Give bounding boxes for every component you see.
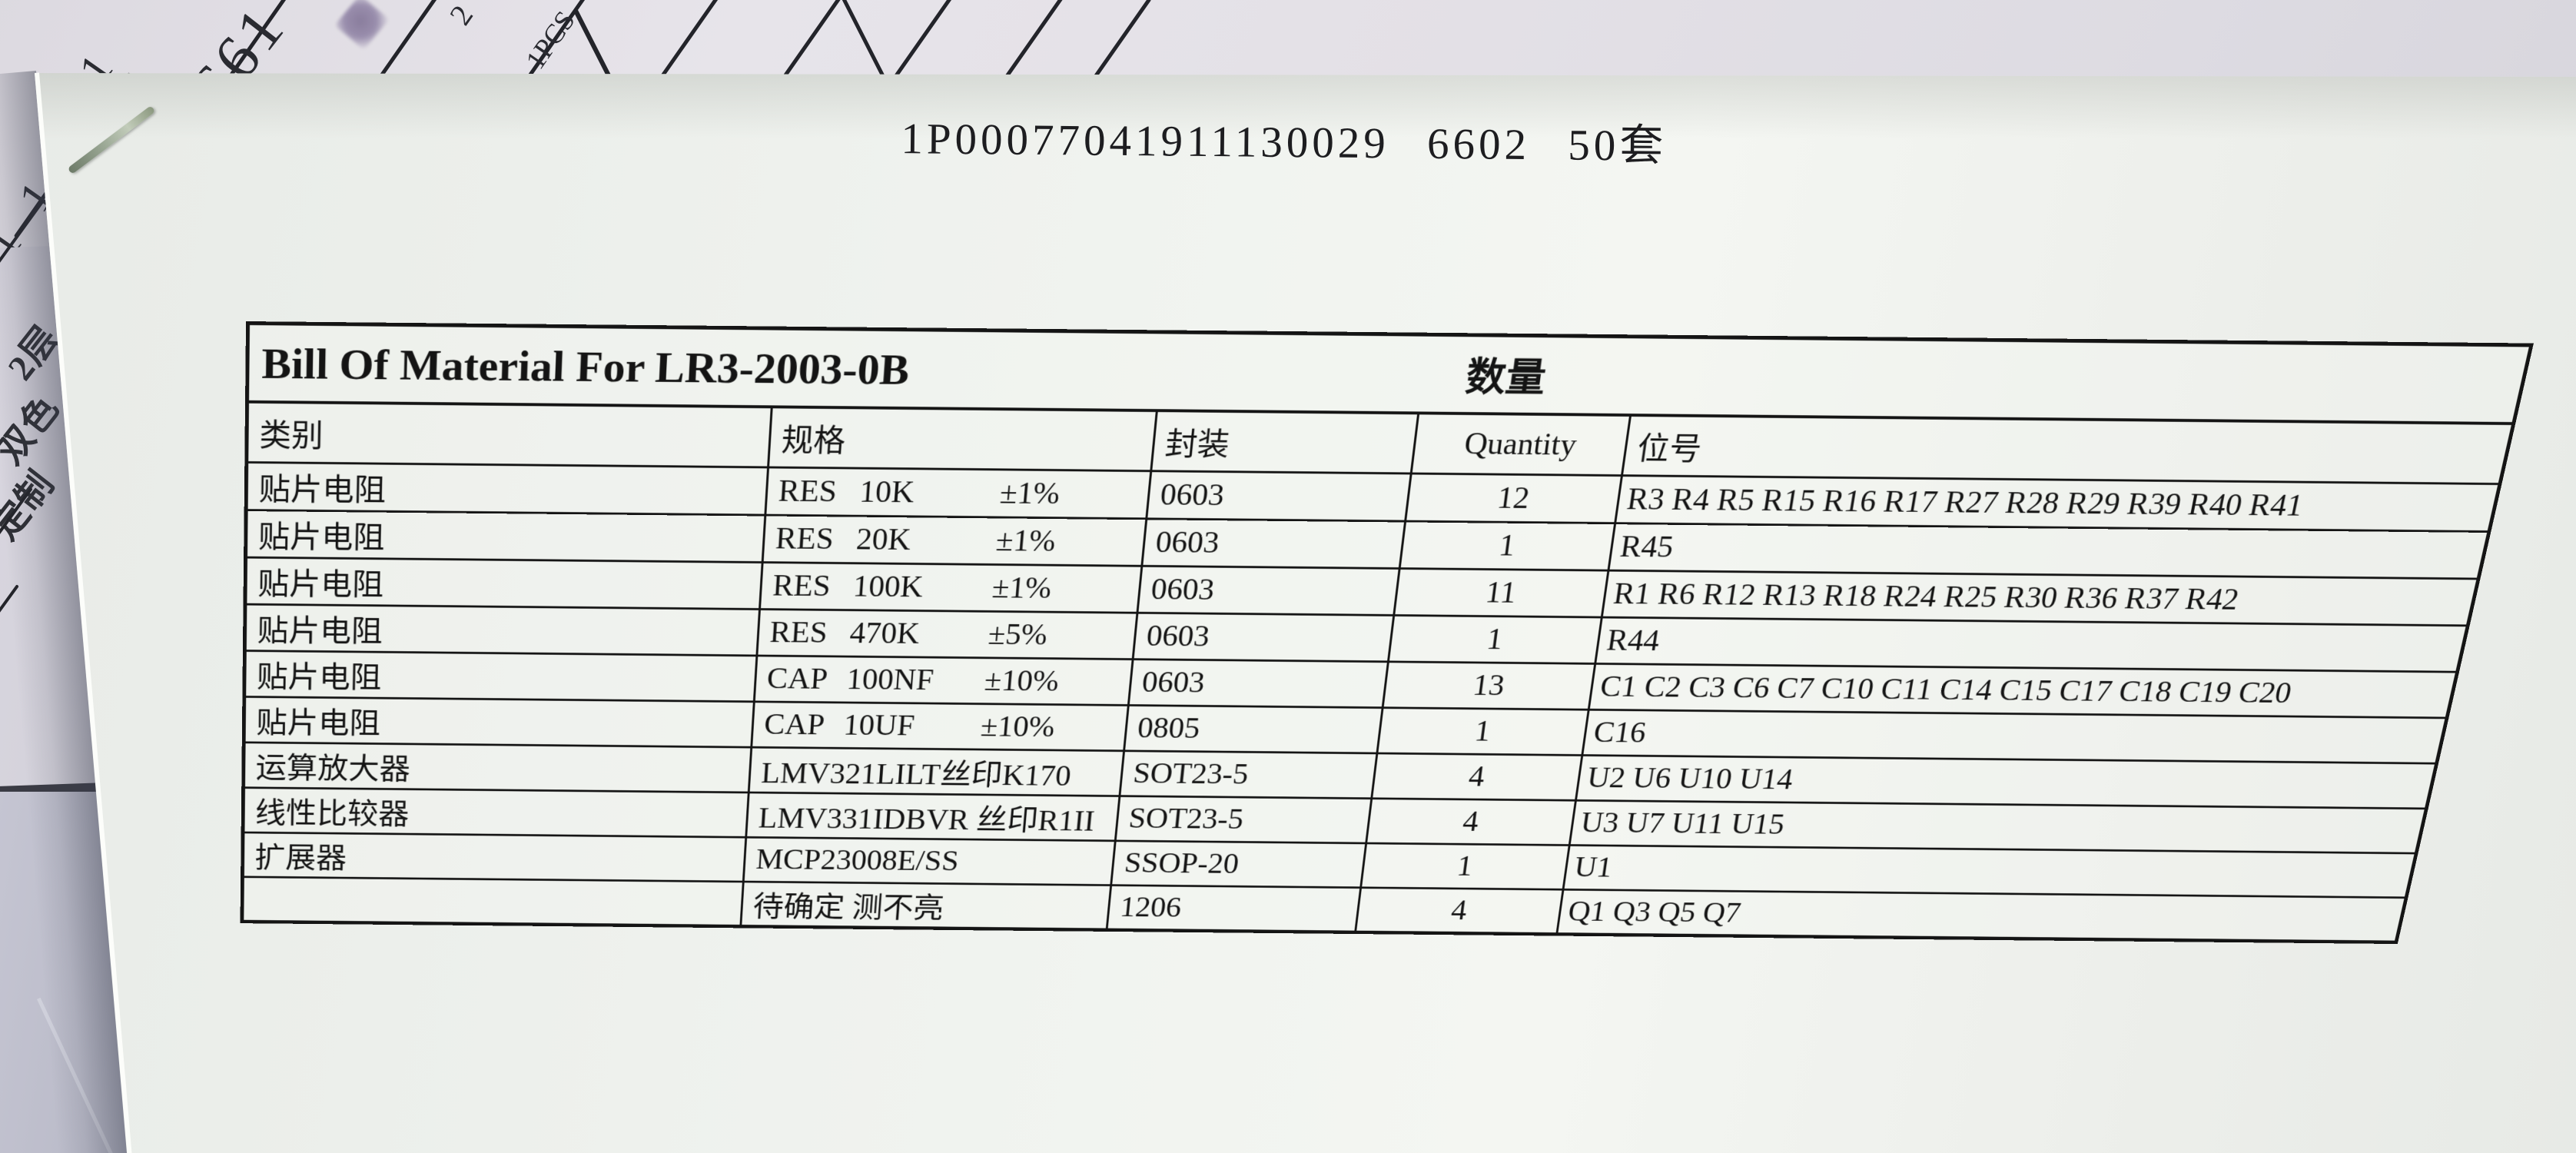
spec-part: 100NF bbox=[845, 663, 935, 697]
cell-package: 0603 bbox=[1143, 520, 1406, 570]
spec-part: RES bbox=[777, 474, 838, 509]
cell-category: 贴片电阻 bbox=[246, 651, 759, 703]
spec-part: 20K bbox=[855, 523, 912, 557]
cell-quantity: 1 bbox=[1389, 616, 1603, 665]
cell-spec: MCP23008E/SS bbox=[744, 838, 1117, 886]
spec-text: 待确定 测不亮 bbox=[752, 891, 945, 925]
cell-category: 贴片电阻 bbox=[245, 697, 755, 749]
cell-package: SOT23-5 bbox=[1120, 752, 1379, 800]
quantity-cn-label: 数量 bbox=[1463, 355, 1549, 400]
bom-title: Bill Of Material For LR3-2003-0B bbox=[261, 338, 911, 394]
cell-category: 贴片电阻 bbox=[247, 558, 764, 610]
cell-quantity: 1 bbox=[1378, 709, 1590, 756]
spec-part: ±1% bbox=[994, 523, 1057, 559]
cell-designators: R3 R4 R5 R15 R16 R17 R27 R28 R29 R39 R40… bbox=[1615, 477, 2498, 533]
cell-quantity: 1 bbox=[1361, 844, 1571, 891]
cell-package: 0603 bbox=[1138, 567, 1401, 616]
cell-spec: RES 10K ±1% bbox=[766, 468, 1153, 520]
spec-part: CAP bbox=[763, 708, 826, 742]
cell-category: 扩展器 bbox=[244, 833, 748, 883]
cell-designators: U2 U6 U10 U14 bbox=[1576, 756, 2435, 810]
cell-designators: C16 bbox=[1583, 710, 2445, 765]
cell-quantity: 12 bbox=[1406, 474, 1623, 525]
cell-designators: U3 U7 U11 U15 bbox=[1570, 801, 2425, 855]
cell-spec: 待确定 测不亮 bbox=[742, 882, 1113, 929]
cell-category: 线性比较器 bbox=[244, 789, 750, 839]
cell-spec: RES 20K ±1% bbox=[763, 516, 1148, 567]
spec-part: ±5% bbox=[987, 618, 1049, 652]
spec-part: ±1% bbox=[991, 571, 1054, 606]
cell-spec: CAP 100NF ±10% bbox=[755, 656, 1134, 706]
cell-designators: Q1 Q3 Q5 Q7 bbox=[1565, 895, 1743, 929]
cell-package: 1206 bbox=[1107, 886, 1362, 931]
cell-designators: R1 R6 R12 R13 R18 R24 R25 R30 R36 R37 R4… bbox=[1602, 571, 2477, 627]
cell-quantity: 1 bbox=[1400, 522, 1616, 572]
cell-designators: U1 bbox=[1564, 846, 2415, 899]
spec-part: ±10% bbox=[979, 710, 1057, 744]
spec-part: ±1% bbox=[998, 476, 1061, 511]
cell-category: 运算放大器 bbox=[245, 743, 753, 794]
spec-part: 470K bbox=[848, 616, 921, 651]
cell-designators: R44 bbox=[1595, 618, 2466, 673]
cell-category bbox=[244, 878, 745, 925]
cell-spec: RES 470K ±5% bbox=[758, 610, 1139, 661]
cell-package: 0805 bbox=[1124, 706, 1384, 755]
cell-category: 贴片电阻 bbox=[246, 605, 761, 657]
cell-quantity: 11 bbox=[1395, 569, 1610, 619]
cell-spec: RES 100K ±1% bbox=[760, 563, 1144, 614]
header-quantity: Quantity bbox=[1412, 414, 1632, 477]
cell-category: 贴片电阻 bbox=[247, 463, 769, 517]
spec-part: 10K bbox=[858, 475, 916, 510]
spec-part: RES bbox=[768, 616, 828, 650]
spec-part: RES bbox=[774, 522, 835, 557]
cell-quantity: 13 bbox=[1383, 663, 1596, 711]
spec-part: 10UF bbox=[842, 709, 916, 743]
bom-body: 贴片电阻 RES 10K ±1% 0603 12 R3 R4 R5 R15 R16 R17 … bbox=[244, 463, 2498, 941]
spec-part: ±10% bbox=[983, 664, 1061, 698]
cell-package: 0603 bbox=[1134, 613, 1396, 663]
cell-designators: C1 C2 C3 C6 C7 C10 C11 C14 C15 C17 C18 C… bbox=[1589, 664, 2455, 719]
header-package: 封装 bbox=[1152, 412, 1420, 475]
spec-text: LMV331IDBVR 丝印R1II bbox=[757, 802, 1097, 838]
cell-quantity: 4 bbox=[1366, 799, 1577, 846]
cell-spec: LMV321LILT丝印K170 bbox=[749, 748, 1125, 797]
spec-text: LMV321LILT丝印K170 bbox=[760, 757, 1073, 792]
cell-quantity: 4 bbox=[1356, 889, 1565, 933]
cell-spec: CAP 10UF ±10% bbox=[752, 703, 1130, 753]
header-spec: 规格 bbox=[768, 408, 1158, 473]
cell-package: 0603 bbox=[1129, 660, 1389, 709]
order-number-line: 1P00077041911130029 6602 50套 bbox=[901, 115, 1668, 171]
spec-part: 100K bbox=[851, 570, 925, 604]
cell-package: 0603 bbox=[1147, 472, 1412, 523]
header-category: 类别 bbox=[248, 403, 773, 469]
spec-part: RES bbox=[772, 569, 832, 603]
header-designators: 位号 bbox=[1622, 416, 2511, 486]
cell-package: SSOP-20 bbox=[1112, 842, 1367, 889]
bom-table: Bill Of Material For LR3-2003-0B 数量 类别 规格… bbox=[240, 321, 2534, 945]
cell-category: 贴片电阻 bbox=[247, 511, 767, 564]
spec-part: CAP bbox=[765, 662, 829, 696]
cell-quantity: 4 bbox=[1373, 754, 1584, 802]
cell-designators: R45 bbox=[1609, 524, 2488, 580]
cell-spec: LMV331IDBVR 丝印R1II bbox=[747, 793, 1121, 842]
spec-text: MCP23008E/SS bbox=[755, 843, 961, 878]
cell-package: SOT23-5 bbox=[1116, 796, 1373, 845]
